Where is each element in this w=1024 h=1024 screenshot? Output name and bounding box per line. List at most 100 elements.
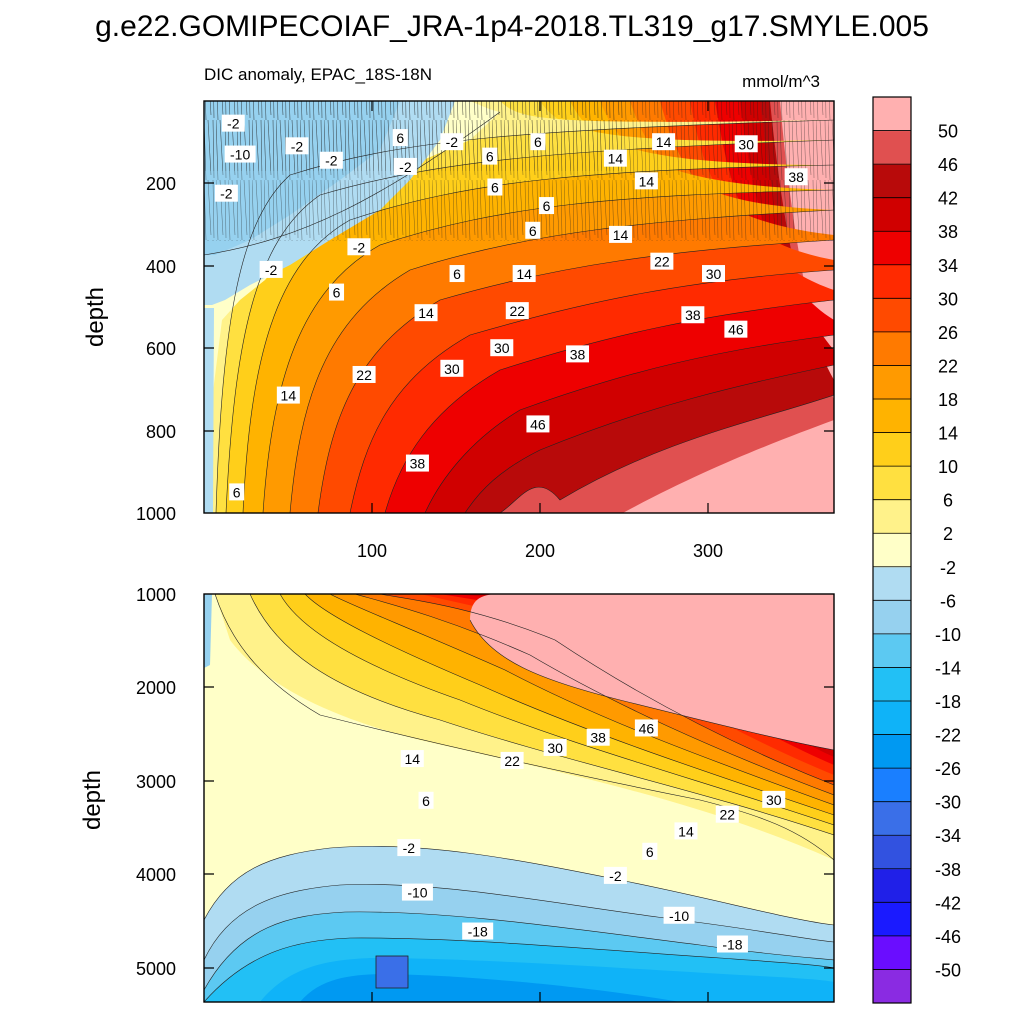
colorbar-tick-label: -18 <box>935 692 961 712</box>
colorbar-swatch <box>873 566 911 601</box>
contour-label-text: 38 <box>410 456 426 472</box>
contour-label: 14 <box>400 750 424 768</box>
y-tick-label: 400 <box>146 257 176 277</box>
y-axis-title: depth <box>82 287 109 347</box>
contour-label: 6 <box>482 147 498 165</box>
contour-label-text: -2 <box>446 134 459 150</box>
colorbar-tick-label: 22 <box>938 356 958 376</box>
colorbar-tick-label: -46 <box>935 927 961 947</box>
contour-label-text: -2 <box>609 868 622 884</box>
contour-label-text: 6 <box>534 134 542 150</box>
colorbar-tick-label: 46 <box>938 155 958 175</box>
colorbar-tick-label: 18 <box>938 390 958 410</box>
contour-label: 6 <box>449 265 465 283</box>
contour-label-text: 22 <box>509 303 525 319</box>
contour-label: -2 <box>603 866 627 884</box>
contour-label-text: 46 <box>530 416 546 432</box>
colorbar-tick-label: -14 <box>935 658 961 678</box>
contour-label-text: 14 <box>418 305 434 321</box>
contour-label-text: 6 <box>543 198 551 214</box>
contour-label-text: 14 <box>516 266 532 282</box>
contour-label-text: -2 <box>353 239 366 255</box>
contour-label: 6 <box>329 283 345 301</box>
contour-label-text: 46 <box>728 322 744 338</box>
contour-label: 22 <box>500 751 524 769</box>
colorbar-swatch <box>873 868 911 903</box>
colorbar-swatch <box>873 801 911 836</box>
contour-label: 6 <box>418 791 434 809</box>
contour-label-text: -2 <box>399 159 412 175</box>
contour-label-text: 30 <box>444 361 460 377</box>
y-axis-title: depth <box>79 770 106 830</box>
colorbar-swatch <box>873 97 911 132</box>
colorbar-tick-label: 50 <box>938 122 958 142</box>
y-tick-label: 4000 <box>136 865 176 885</box>
contour-label: 14 <box>634 172 658 190</box>
lower-contour-labels: 46 38 30 22 14 30 22 14 6 6 -2 -2 -10 -10 -18 -18 <box>397 719 786 953</box>
colorbar-swatch <box>873 633 911 668</box>
contour-label: 38 <box>566 345 590 363</box>
contour-label-text: -10 <box>669 908 689 924</box>
contour-label: 14 <box>603 149 627 167</box>
contour-label: 22 <box>505 302 529 320</box>
contour-label-text: 6 <box>491 180 499 196</box>
colorbar <box>872 96 912 1004</box>
contour-label: 6 <box>392 129 408 147</box>
upper-x-axis: 100 200 300 <box>357 101 723 561</box>
contour-label-text: 30 <box>738 136 754 152</box>
contour-label-text: -18 <box>722 937 742 953</box>
colorbar-swatch <box>873 969 911 1004</box>
contour-label: -10 <box>663 906 695 924</box>
colorbar-tick-label: 2 <box>943 524 953 544</box>
colorbar-tick-label: 26 <box>938 323 958 343</box>
contour-label: 22 <box>715 805 739 823</box>
contour-label-text: 30 <box>547 740 563 756</box>
contour-label-text: 6 <box>333 285 341 301</box>
upper-y-axis: 200 400 600 800 1000 depth <box>82 174 834 524</box>
contour-label: 6 <box>539 197 555 215</box>
colorbar-swatch <box>873 667 911 702</box>
colorbar-labels: -50-46-42-38-34-30-26-22-18-14-10-6-2261… <box>935 122 961 981</box>
colorbar-swatch <box>873 231 911 266</box>
contour-label: -2 <box>319 151 343 169</box>
contour-label: 22 <box>352 365 376 383</box>
contour-label-text: 14 <box>404 751 420 767</box>
lower-y-axis: 1000 2000 3000 4000 5000 depth <box>79 585 834 1002</box>
y-tick-label: 5000 <box>136 959 176 979</box>
contour-label-text: 14 <box>678 823 694 839</box>
colorbar-tick-label: -2 <box>940 558 956 578</box>
contour-label-text: 14 <box>656 134 672 150</box>
colorbar-tick-label: -26 <box>935 759 961 779</box>
contour-label: 14 <box>674 822 698 840</box>
contour-label-text: 38 <box>685 307 701 323</box>
colorbar-tick-label: -42 <box>935 893 961 913</box>
contour-label-text: 6 <box>396 130 404 146</box>
units-label: mmol/m^3 <box>742 72 820 91</box>
contour-label-text: -18 <box>468 924 488 940</box>
contour-label: -10 <box>224 145 256 163</box>
colorbar-tick-label: 14 <box>938 424 958 444</box>
colorbar-swatch <box>873 432 911 467</box>
colorbar-tick-label: -10 <box>935 625 961 645</box>
contour-label: -2 <box>214 184 238 202</box>
contour-label-text: 14 <box>639 173 655 189</box>
colorbar-tick-label: 42 <box>938 189 958 209</box>
contour-label: -18 <box>462 922 494 940</box>
colorbar-swatch <box>873 331 911 366</box>
colorbar-swatch <box>873 130 911 165</box>
contour-label-text: 30 <box>766 792 782 808</box>
colorbar-tick-label: -6 <box>940 591 956 611</box>
contour-label-text: 22 <box>719 807 735 823</box>
contour-label: 6 <box>229 483 245 501</box>
contour-label: -2 <box>285 137 309 155</box>
contour-label-text: 22 <box>356 367 372 383</box>
contour-label: 6 <box>642 842 658 860</box>
colorbar-tick-label: 38 <box>938 222 958 242</box>
contour-label: -2 <box>221 114 245 132</box>
colorbar-tick-label: -22 <box>935 726 961 746</box>
contour-label-text: 6 <box>233 484 241 500</box>
contour-label: 46 <box>634 719 658 737</box>
contour-label: 46 <box>724 320 748 338</box>
